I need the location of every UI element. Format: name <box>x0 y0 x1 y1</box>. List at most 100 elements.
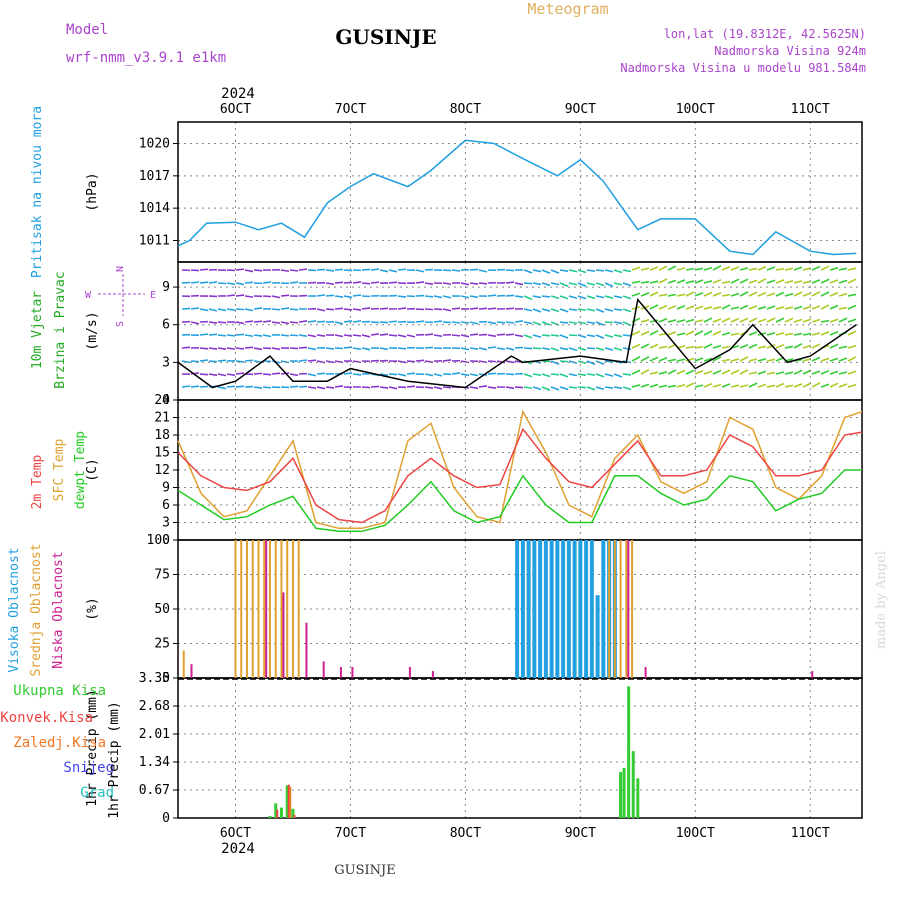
wind-barb <box>460 295 470 299</box>
wind-barb <box>613 282 623 286</box>
wind-barb <box>793 332 803 336</box>
wind-barb <box>802 358 812 362</box>
wind-barb <box>838 383 848 388</box>
wind-barb <box>505 321 515 324</box>
wind-barb <box>784 345 794 349</box>
wind-barb <box>478 385 488 388</box>
wind-barb <box>631 292 641 297</box>
wind-barb <box>325 294 335 297</box>
wind-barb <box>235 372 245 375</box>
wind-barb <box>505 281 515 284</box>
wind-barb <box>730 332 740 336</box>
wind-barb <box>307 386 317 390</box>
wind-barb <box>181 281 191 284</box>
precip-bar-0 <box>285 785 289 818</box>
wind-barb <box>703 330 713 336</box>
wind-barb <box>244 308 254 312</box>
wind-barb <box>766 292 776 297</box>
y-tick-label: 9 <box>162 280 170 295</box>
cloud-bar-1 <box>613 540 616 678</box>
compass-n: N <box>115 266 126 272</box>
wind-barb <box>397 307 407 310</box>
wind-barb <box>712 306 722 310</box>
wind-barb <box>802 344 812 349</box>
wind-barb <box>469 268 479 271</box>
wind-barb <box>811 370 821 375</box>
wind-barb <box>739 317 749 323</box>
wind-barb <box>244 334 254 338</box>
wind-barb <box>775 343 785 349</box>
wind-barb <box>586 321 596 325</box>
wind-barb <box>289 308 299 311</box>
wind-barb <box>217 347 227 351</box>
wind-barb <box>217 308 227 312</box>
wind-barb <box>199 359 209 362</box>
wind-barb <box>685 357 695 362</box>
wind-barb <box>523 295 533 301</box>
wind-barb <box>622 295 632 300</box>
wind-barb <box>703 317 713 323</box>
y-tick-label: 9 <box>162 481 170 496</box>
y-tick-label: 3 <box>162 516 170 531</box>
wind-barb <box>802 318 812 323</box>
cloud-bar-2 <box>282 592 285 678</box>
wind-barb <box>559 282 569 287</box>
wind-barb <box>820 383 830 388</box>
wind-barb <box>541 295 551 298</box>
compass-s: S <box>115 321 126 327</box>
wind-barb <box>262 334 272 338</box>
wind-barb <box>748 305 758 310</box>
wind-barb <box>613 321 623 325</box>
wind-barb <box>757 306 767 310</box>
wind-barb <box>829 343 839 349</box>
wind-barb <box>496 333 506 336</box>
wind-barb <box>424 346 434 349</box>
y-tick-label: 1014 <box>139 201 170 216</box>
y-tick-label: 24 <box>154 393 170 408</box>
wind-barb <box>775 306 785 310</box>
wind-barb <box>460 347 470 351</box>
wind-barb <box>334 347 344 350</box>
cloud-bar-0 <box>549 540 554 678</box>
wind-barb <box>289 321 299 324</box>
wind-barb <box>361 282 371 285</box>
cloud-bar-0 <box>589 540 594 678</box>
wind-barb <box>793 318 803 323</box>
wind-barb <box>649 371 659 375</box>
wind-barb <box>838 279 848 284</box>
wind-barb <box>298 320 308 323</box>
wind-barb <box>532 308 542 313</box>
wind-barb <box>613 373 623 378</box>
wind-barb <box>397 268 407 271</box>
y-tick-label: 3 <box>162 355 170 370</box>
model-label: Model <box>66 22 108 38</box>
wind-barb <box>397 334 407 338</box>
wind-barb <box>550 282 560 286</box>
wind-barb <box>685 345 695 349</box>
wind-barb <box>568 269 578 273</box>
wind-barb <box>415 320 425 323</box>
wind-barb <box>586 282 596 286</box>
wind-barb <box>811 332 821 336</box>
wind-barb <box>532 334 542 338</box>
wind-vectors <box>181 265 857 391</box>
wind-barb <box>757 370 767 375</box>
y-tick-label: 6 <box>162 498 170 513</box>
wind-barb <box>487 360 497 363</box>
wind-barb <box>712 279 722 284</box>
wind-barb <box>775 317 785 323</box>
wind-barb <box>199 333 209 336</box>
wind-barb <box>649 343 659 349</box>
wind-barb <box>226 294 236 297</box>
date-tick-bottom: 9OCT <box>565 826 596 841</box>
wind-barb <box>802 369 812 375</box>
wind-barb <box>343 372 353 375</box>
wind-barb <box>271 347 281 351</box>
wind-barb <box>559 360 569 363</box>
wind-barb <box>847 318 857 323</box>
wind-barb <box>595 347 605 351</box>
date-tick-top: 7OCT <box>335 102 366 117</box>
wind-barb <box>640 267 650 271</box>
precip-legend-2: Zaledj.Kisa <box>13 735 106 751</box>
wind-barb <box>694 319 704 323</box>
